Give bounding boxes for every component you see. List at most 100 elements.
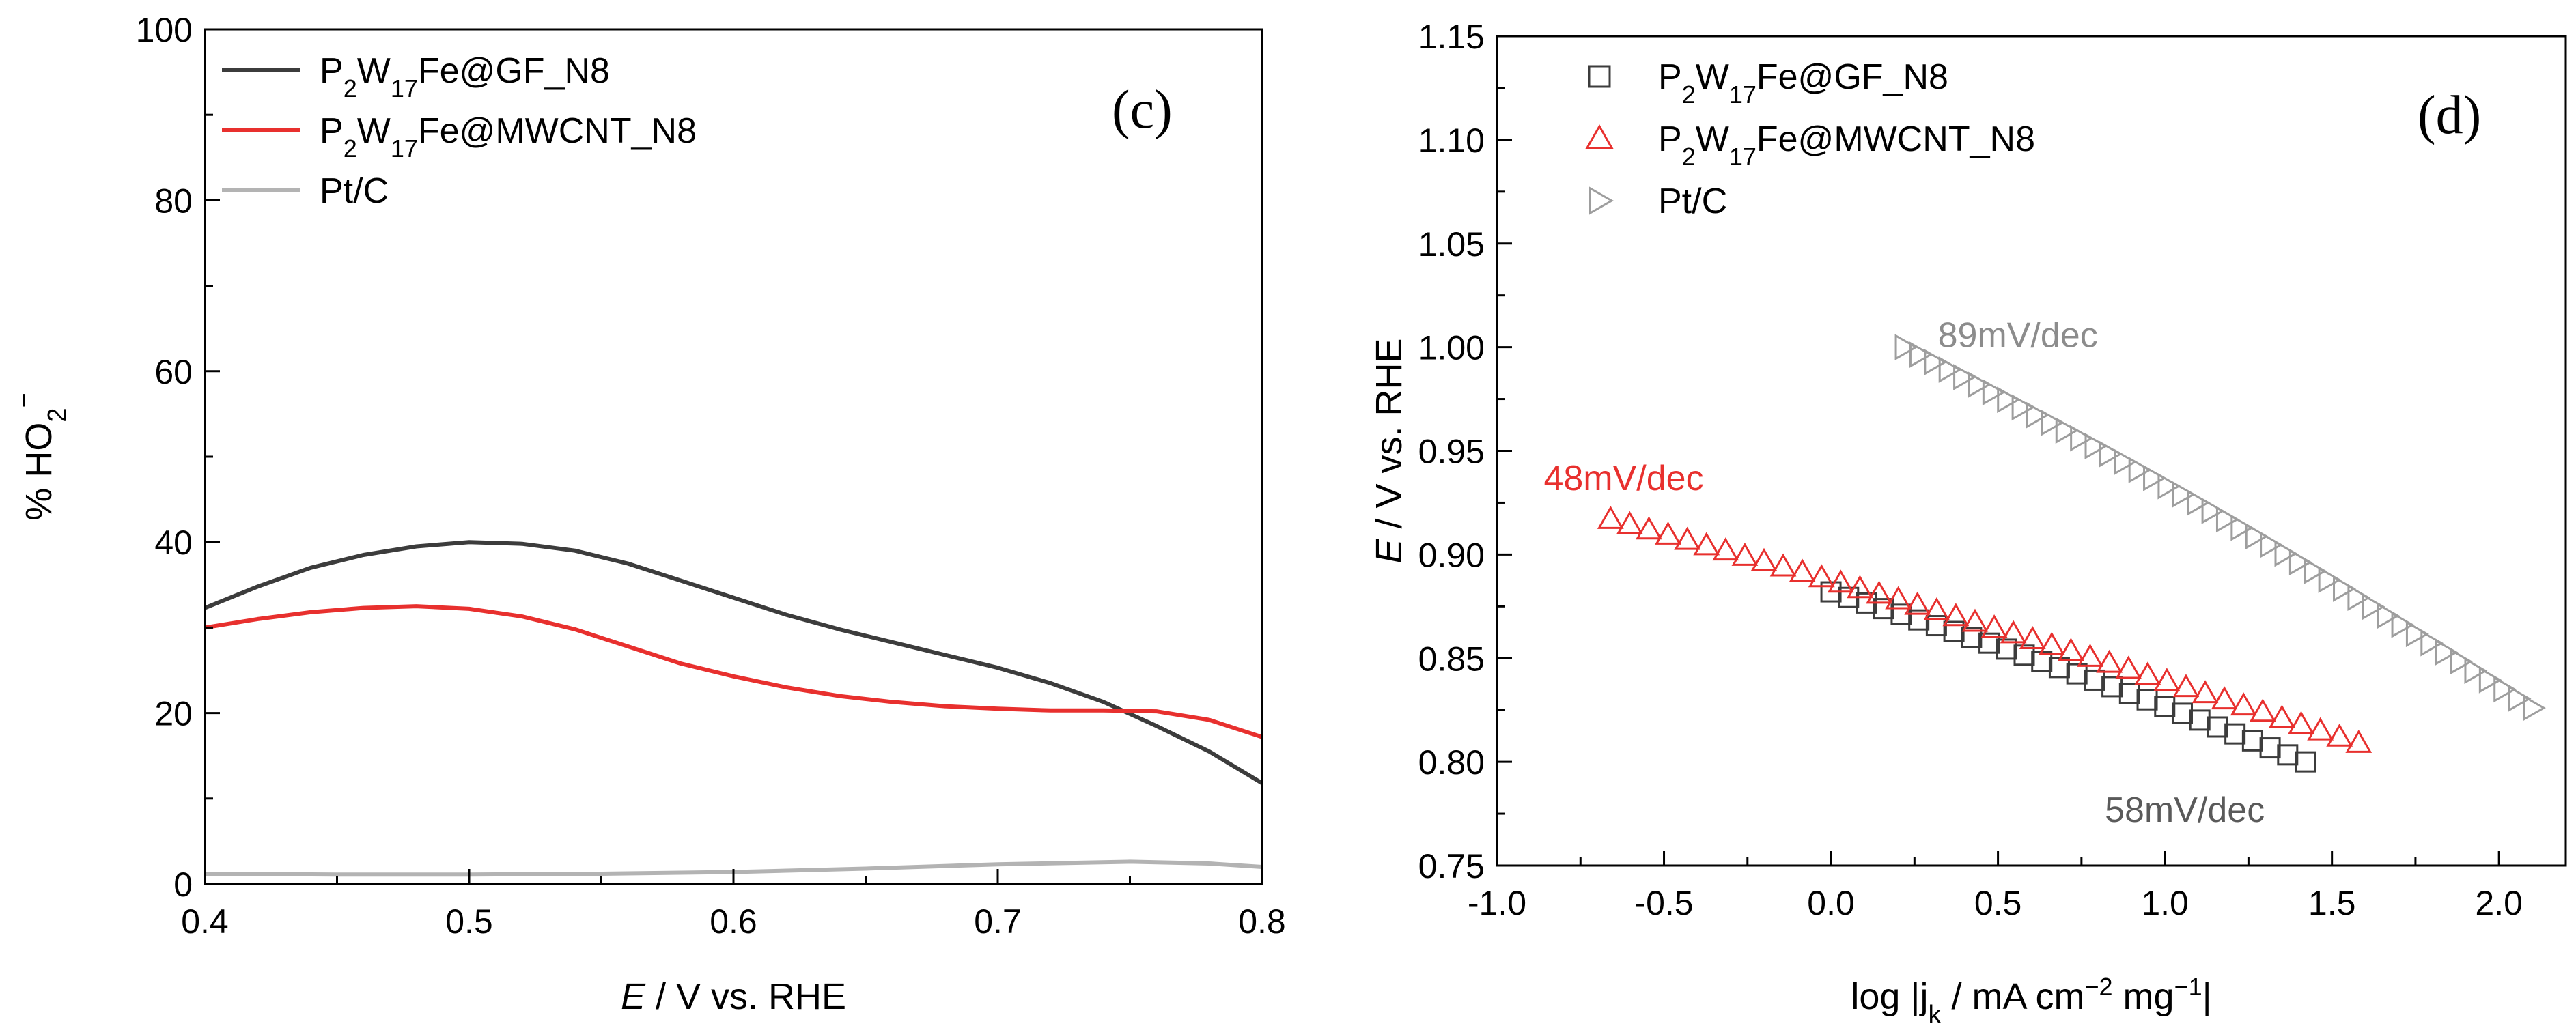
y-tick-label: 0.95 — [1418, 433, 1485, 471]
data-point — [2118, 683, 2140, 704]
data-point — [2307, 717, 2334, 741]
legend-label: P2W17Fe@GF_N8 — [1658, 57, 1948, 109]
data-point — [2260, 531, 2284, 558]
data-point — [2115, 655, 2142, 679]
y-tick-label: 0 — [173, 866, 193, 904]
data-point — [2249, 698, 2276, 722]
data-point — [1953, 364, 1977, 390]
data-point — [2288, 549, 2312, 576]
y-tick-label: 1.00 — [1418, 329, 1485, 367]
data-point — [2000, 620, 2027, 644]
data-point — [2011, 394, 2035, 421]
data-point — [2345, 729, 2372, 753]
legend-label: P2W17Fe@MWCNT_N8 — [1658, 119, 2035, 171]
y-tick-label: 1.15 — [1418, 18, 1485, 56]
data-point — [1731, 542, 1759, 566]
data-point — [1894, 334, 1918, 361]
data-point — [1636, 516, 1662, 540]
x-axis-title: E / V vs. RHE — [621, 976, 846, 1017]
data-point — [1980, 614, 2008, 638]
legend-c: P2W17Fe@GF_N8 P2W17Fe@MWCNT_N8 Pt/C — [222, 51, 697, 211]
x-tick-label: 0.0 — [1807, 884, 1855, 922]
data-point — [1942, 603, 1970, 627]
data-point — [2157, 472, 2181, 500]
data-point — [2143, 464, 2166, 491]
data-point — [2420, 629, 2444, 657]
data-point — [1938, 356, 1962, 383]
data-point — [2405, 620, 2429, 648]
data-point — [1693, 532, 1720, 556]
data-point — [2269, 704, 2295, 728]
data-point — [1616, 511, 1643, 534]
data-point — [2508, 685, 2532, 712]
data-point — [1789, 558, 1816, 582]
x-tick-label: -1.0 — [1468, 884, 1526, 922]
data-point — [2274, 540, 2298, 567]
data-point — [2192, 680, 2219, 704]
legend-marker — [1589, 186, 1614, 215]
data-point — [2055, 417, 2079, 444]
chart-c: 0.4 0.5 0.6 0.7 0.8 0 20 40 60 80 100 E / V vs. RHE… — [10, 11, 1286, 1017]
data-point — [1847, 575, 1873, 599]
data-point — [2362, 593, 2385, 620]
data-point — [1655, 521, 1681, 545]
y-tick-label: 0.90 — [1418, 536, 1485, 574]
x-tick-label: 0.5 — [1974, 884, 2022, 922]
data-point — [1996, 638, 2017, 660]
data-point — [2038, 631, 2065, 655]
x-tick-label: -0.5 — [1634, 884, 1693, 922]
y-tick-label: 1.05 — [1418, 225, 1485, 263]
data-point — [2171, 702, 2193, 724]
data-point — [2318, 567, 2342, 593]
x-tick-label: 0.4 — [181, 902, 229, 941]
panel-label-c: (c) — [1112, 80, 1173, 140]
data-point — [2347, 584, 2371, 612]
x-tick-label: 0.6 — [710, 902, 757, 941]
data-point — [2187, 489, 2211, 516]
data-point — [1961, 627, 1983, 648]
data-point — [2493, 676, 2517, 703]
data-point — [2189, 709, 2211, 731]
slope-annotation: 48mV/dec — [1543, 459, 1703, 498]
data-point — [1997, 386, 2021, 414]
data-point — [2077, 643, 2103, 667]
data-point — [1750, 547, 1778, 571]
data-point — [1978, 632, 2000, 654]
data-point — [2478, 666, 2502, 694]
data-point — [2245, 523, 2269, 550]
y-tick-label: 80 — [154, 182, 193, 220]
data-point — [2295, 751, 2316, 773]
legend-d: P2W17Fe@GF_N8 P2W17Fe@MWCNT_N8 Pt/C — [1585, 57, 2035, 221]
data-point — [2084, 433, 2108, 459]
y-tick-label: 0.75 — [1418, 847, 1485, 885]
data-point — [2522, 694, 2546, 722]
data-point — [2096, 649, 2123, 673]
data-point — [2019, 626, 2046, 649]
data-point — [2326, 723, 2353, 747]
y-axis-title: E / V vs. RHE — [1369, 338, 1410, 563]
data-point — [2201, 498, 2225, 524]
data-point — [2211, 686, 2238, 710]
data-point — [2207, 716, 2228, 738]
data-point — [1904, 591, 1931, 615]
data-point — [2435, 639, 2459, 666]
data-point — [2026, 401, 2049, 429]
data-point — [2058, 638, 2084, 661]
series-line-3 — [204, 859, 1263, 877]
x-tick-label: 0.8 — [1238, 902, 1286, 941]
data-point — [2154, 696, 2176, 717]
data-point — [1866, 580, 1892, 604]
data-point — [2277, 744, 2299, 766]
data-point — [2304, 558, 2327, 584]
panel-label-d: (d) — [2418, 85, 2481, 145]
data-point — [1923, 597, 1950, 620]
data-point — [1885, 586, 1912, 610]
data-point — [2172, 674, 2200, 698]
data-point — [2450, 648, 2474, 675]
y-tick-label: 0.80 — [1418, 743, 1485, 782]
legend-label: Pt/C — [320, 171, 389, 211]
data-point — [2084, 669, 2105, 691]
series-line-1 — [204, 540, 1263, 785]
series-1 — [1820, 581, 2316, 773]
